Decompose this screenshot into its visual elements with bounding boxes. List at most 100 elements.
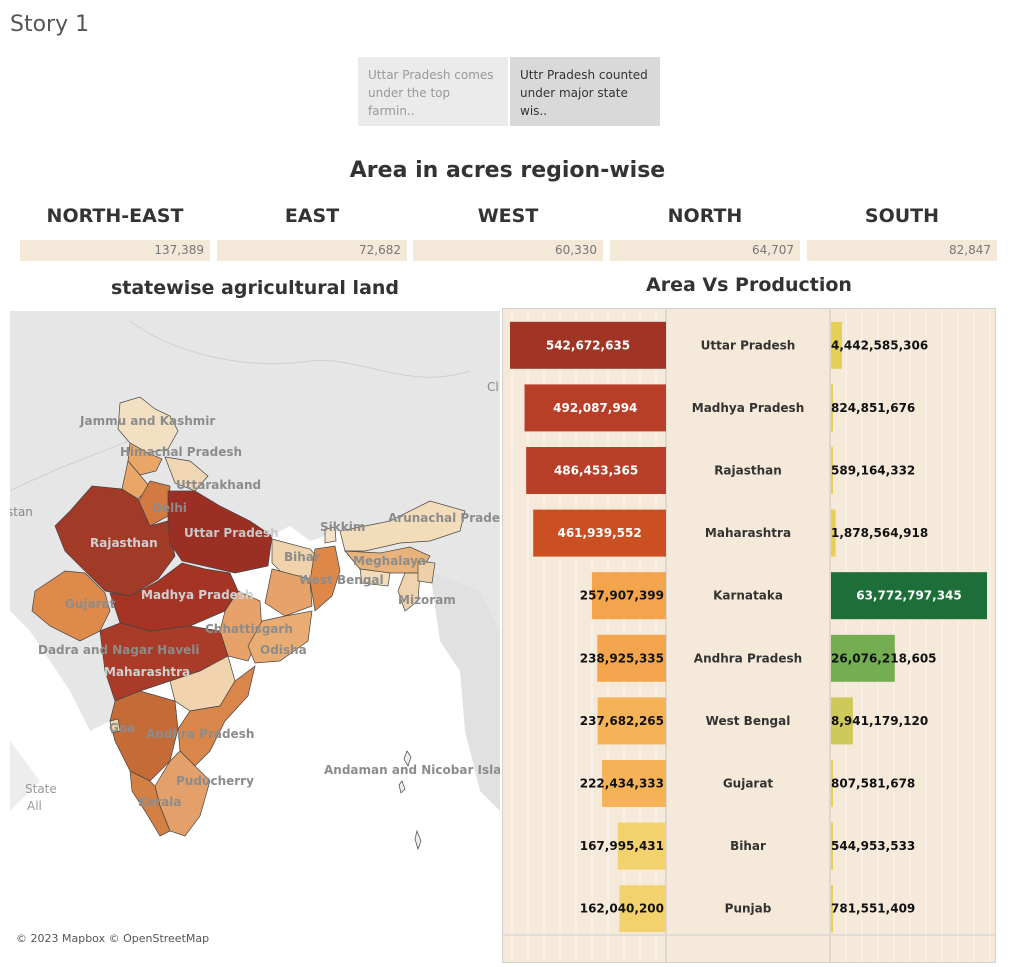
- map-canvas[interactable]: stan Cl Jammu and Kashmir Himachal Prade…: [10, 311, 500, 948]
- state-arunachal[interactable]: [339, 500, 466, 552]
- label-maharashtra: Maharashtra: [104, 665, 190, 679]
- label-kerala: Kerala: [138, 795, 181, 809]
- state-uttar-pradesh[interactable]: [167, 490, 273, 574]
- region-kpi-title: Area in acres region-wise: [349, 158, 666, 183]
- state-andhra-pradesh[interactable]: [177, 665, 256, 767]
- state-label: Gujarat: [723, 777, 774, 791]
- region-value-east[interactable]: 72,682: [217, 240, 407, 261]
- production-value-label: 26,076,218,605: [831, 651, 937, 665]
- state-odisha[interactable]: [247, 610, 313, 664]
- state-label: Uttar Pradesh: [701, 338, 796, 352]
- india-map[interactable]: stan Cl Jammu and Kashmir Himachal Prade…: [10, 311, 500, 948]
- area-bar[interactable]: [597, 697, 666, 745]
- state-manipur[interactable]: [417, 560, 436, 584]
- area-bar[interactable]: [617, 822, 666, 870]
- area-bar[interactable]: [591, 572, 666, 620]
- label-jammu-kashmir: Jammu and Kashmir: [79, 414, 215, 428]
- land-fragment: [10, 741, 40, 948]
- area-bar[interactable]: [510, 321, 666, 369]
- state-label: Rajasthan: [714, 464, 782, 478]
- label-rajasthan: Rajasthan: [90, 536, 158, 550]
- tab-1-line-2: under the top farmin..: [368, 86, 451, 118]
- state-gujarat[interactable]: [31, 570, 111, 642]
- area-bar[interactable]: [526, 447, 666, 494]
- region-value-north-east[interactable]: 137,389: [20, 240, 210, 261]
- production-value-label: 589,164,332: [831, 464, 915, 478]
- area-bar[interactable]: [524, 384, 666, 432]
- area-value-label: 222,434,333: [580, 777, 664, 791]
- states-layer[interactable]: [31, 396, 466, 851]
- state-jharkhand[interactable]: [264, 568, 313, 617]
- area-bar[interactable]: [597, 634, 666, 682]
- label-andaman: Andaman and Nicobar Islands: [324, 763, 500, 777]
- label-arunachal: Arunachal Pradesh: [388, 511, 500, 525]
- production-bar[interactable]: [831, 760, 833, 807]
- production-bar[interactable]: [831, 822, 833, 870]
- label-dadra: Dadra and Nagar Haveli: [38, 643, 200, 657]
- state-label: Bihar: [730, 839, 766, 853]
- production-value-label: 4,442,585,306: [831, 338, 928, 352]
- chart-canvas[interactable]: 542,672,635 Uttar Pradesh 4,442,585,306 492…: [502, 308, 996, 963]
- production-bar[interactable]: [831, 384, 834, 432]
- region-value-north[interactable]: 64,707: [610, 240, 800, 261]
- state-andaman-2[interactable]: [398, 780, 406, 794]
- region-name-south: SOUTH: [864, 205, 940, 227]
- state-meghalaya[interactable]: [359, 568, 391, 587]
- state-sikkim[interactable]: [324, 526, 337, 544]
- area-value-label: 257,907,399: [580, 589, 664, 603]
- area-value-label: 238,925,335: [580, 651, 664, 665]
- production-bar[interactable]: [831, 447, 833, 494]
- production-value-label: 824,851,676: [831, 401, 915, 415]
- story-point-tab-1[interactable]: Uttar Pradesh comes under the top farmin…: [358, 57, 508, 126]
- state-andaman[interactable]: [403, 750, 412, 767]
- state-jammu-kashmir[interactable]: [117, 396, 179, 454]
- state-nicobar[interactable]: [414, 829, 422, 851]
- state-rajasthan[interactable]: [54, 485, 176, 597]
- area-value-label: 167,995,431: [580, 839, 664, 853]
- tab-2-line-2: under major state wis..: [520, 86, 628, 118]
- area-bar[interactable]: [619, 885, 666, 933]
- production-bar[interactable]: [831, 572, 987, 620]
- state-label: Karnataka: [713, 589, 783, 603]
- production-bar[interactable]: [831, 634, 895, 682]
- area-vs-production-chart[interactable]: 542,672,635 Uttar Pradesh 4,442,585,306 492…: [502, 308, 996, 963]
- label-himachal: Himachal Pradesh: [120, 445, 242, 459]
- area-value-label: 492,087,994: [553, 401, 637, 415]
- region-value-south[interactable]: 82,847: [807, 240, 997, 261]
- production-bar[interactable]: [831, 885, 833, 933]
- area-value-label: 237,682,265: [580, 714, 664, 728]
- region-name-north: NORTH: [667, 205, 743, 227]
- label-chhattisgarh: Chhattisgarh: [205, 622, 293, 636]
- area-value-label: 461,939,552: [557, 526, 641, 540]
- state-label: Punjab: [725, 902, 772, 916]
- region-value-west[interactable]: 60,330: [413, 240, 603, 261]
- label-meghalaya: Meghalaya: [353, 554, 426, 568]
- state-mizoram[interactable]: [397, 572, 421, 612]
- production-value-label: 781,551,409: [831, 902, 915, 916]
- area-bar[interactable]: [533, 509, 666, 557]
- area-value-label: 486,453,365: [554, 464, 638, 478]
- area-value-label: 162,040,200: [580, 902, 664, 916]
- tab-1-line-1: Uttar Pradesh comes: [368, 68, 494, 82]
- border-line: [129, 320, 471, 378]
- region-label-china: Cl: [487, 380, 499, 394]
- label-uttarakhand: Uttarakhand: [176, 478, 261, 492]
- label-madhya-pradesh: Madhya Pradesh: [141, 588, 254, 602]
- map-attribution: © 2023 Mapbox © OpenStreetMap: [16, 932, 209, 945]
- legend-value: All: [27, 799, 42, 813]
- state-kerala[interactable]: [129, 770, 171, 837]
- production-bar[interactable]: [831, 321, 842, 369]
- production-bar[interactable]: [831, 509, 836, 557]
- region-label-pakistan: stan: [10, 505, 33, 519]
- state-uttarakhand[interactable]: [164, 456, 209, 492]
- label-andhra: Andhra Pradesh: [146, 727, 254, 741]
- state-goa[interactable]: [109, 718, 121, 734]
- story-point-tab-2[interactable]: Uttr Pradesh counted under major state w…: [510, 57, 660, 126]
- production-value-label: 1,878,564,918: [831, 526, 928, 540]
- chart-title: Area Vs Production: [646, 274, 852, 296]
- region-name-east: EAST: [284, 205, 340, 227]
- area-bar[interactable]: [602, 760, 666, 807]
- production-bar[interactable]: [831, 697, 853, 745]
- myanmar-land: [430, 571, 500, 811]
- state-west-bengal[interactable]: [309, 545, 341, 612]
